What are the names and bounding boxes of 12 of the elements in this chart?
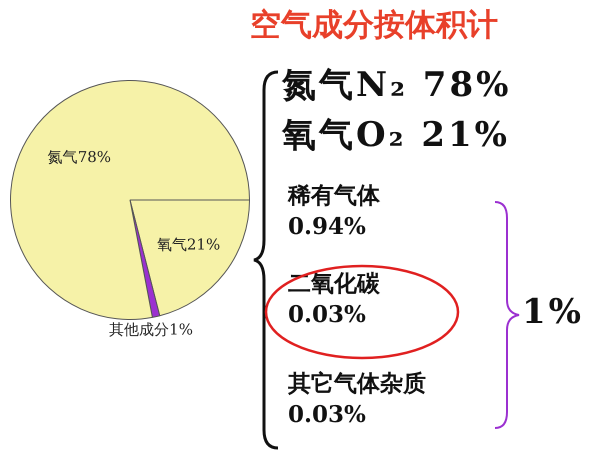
text: 1% [522, 292, 584, 332]
text: 其它气体杂质 0.03% [288, 369, 426, 430]
text: 稀有气体 0.94% [288, 181, 380, 242]
data-label: 78% [78, 148, 112, 166]
data-label: 21% [186, 235, 220, 254]
text: 空气成分按体积计 [250, 6, 498, 45]
slice-label: 其他成分 [109, 320, 170, 339]
text: 氧气O₂ 21% [282, 114, 510, 157]
text: 氮气N₂ 78% [282, 64, 512, 107]
data-label: 1% [169, 320, 193, 339]
slice-label: 氮气 [48, 148, 78, 166]
slice-label: 氧气 [156, 235, 187, 254]
